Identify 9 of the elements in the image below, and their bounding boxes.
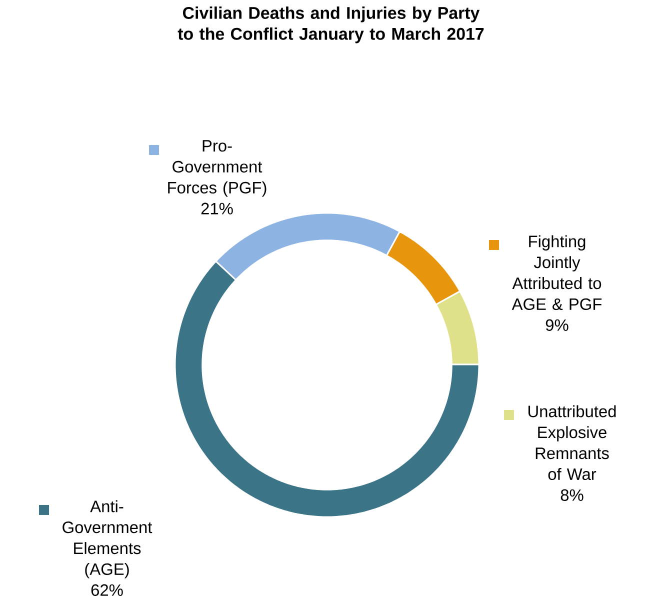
slice-label: Anti-Government Elements (AGE) bbox=[62, 500, 152, 578]
legend-label: Unattributed Explosive Remnants of War bbox=[528, 405, 616, 480]
data-label: 62% bbox=[91, 584, 123, 596]
chart-title: Civilian Deaths and Injuries by Party to the Conflict January to March 2017 bbox=[178, 6, 484, 44]
data-label: 21% bbox=[201, 202, 233, 214]
data-label: 9% bbox=[546, 319, 568, 331]
slice-label: Pro-Government Forces (PGF) bbox=[168, 140, 266, 197]
legend-label: Fighting Jointly Attributed to AGE & PGF bbox=[512, 235, 602, 310]
data-label: 8% bbox=[560, 489, 584, 501]
